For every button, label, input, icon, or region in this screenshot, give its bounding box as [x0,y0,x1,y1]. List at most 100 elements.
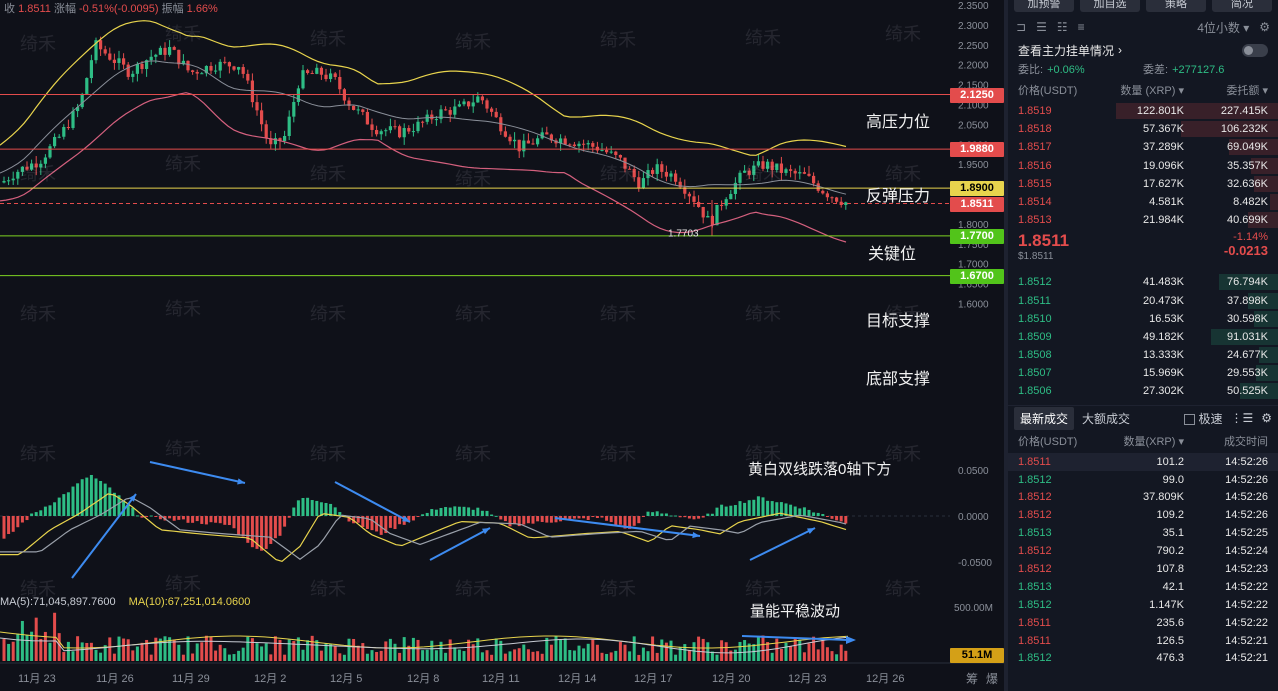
last-change: -0.0213 [1223,243,1268,259]
bid-row[interactable]: 1.8507 15.969K 29.553K [1008,364,1278,382]
bids-view-icon[interactable]: ☷ [1056,20,1068,34]
strategy-button[interactable]: 策略 [1146,0,1206,12]
trade-time-header: 成交时间 [1224,435,1268,448]
bid-row[interactable]: 1.8511 20.473K 37.898K [1008,292,1278,310]
macd-bar [600,516,604,518]
candle-body [669,173,673,177]
add-alert-button[interactable]: 加预警 [1014,0,1074,12]
asks-view-icon[interactable]: ☰ [1036,20,1047,34]
trend-arrow [149,461,246,484]
volume-bar [651,636,655,661]
bid-row[interactable]: 1.8508 13.333K 24.677K [1008,346,1278,364]
add-favorite-button[interactable]: 加自选 [1080,0,1140,12]
volume-bar [715,654,719,661]
corner-label-burst[interactable]: 爆 [986,672,999,686]
macd-bar [623,516,627,529]
tab-large-trades[interactable]: 大额成交 [1082,411,1131,426]
level-price-tag: 1.9880 [950,142,1004,158]
layout-icon[interactable]: ⊐ [1016,20,1027,34]
candle-body [319,67,323,75]
macd-bar [536,516,540,522]
volume-bar [108,637,112,661]
macd-bar [85,477,89,516]
macd-bar [743,502,747,516]
macd-bar [379,516,383,535]
volume-bar [480,652,484,661]
gear-icon[interactable]: ⚙ [1259,20,1270,34]
price-axis-label: 1.9500 [958,160,989,171]
volume-bar [172,639,176,661]
candle-body [269,138,273,145]
ask-row[interactable]: 1.8516 19.096K 35.357K [1008,157,1278,175]
candle-body [135,63,139,74]
depth-bar [1256,365,1278,382]
filter-icon[interactable]: ⋮☰ [1230,411,1254,426]
candle-body [835,197,839,202]
kline-chart[interactable]: 2.3500 2.3000 2.2500 2.2000 2.1500 2.1000 2.05… [0,0,1008,691]
bid-row[interactable]: 1.8510 16.53K 30.598K [1008,310,1278,328]
candle-body [614,151,618,155]
candle-body [191,70,195,72]
candle-body [379,131,383,135]
amount-header[interactable]: 委托额 ▾ [1226,85,1268,97]
gear-icon[interactable]: ⚙ [1261,411,1272,426]
volume-bar [416,639,420,661]
candle-body [761,161,765,169]
macd-bar [329,503,333,516]
ask-row[interactable]: 1.8515 17.627K 32.636K [1008,175,1278,193]
panel-divider[interactable] [1004,0,1008,691]
overview-button[interactable]: 简况 [1212,0,1272,12]
macd-bar [710,513,714,516]
mainforce-toggle[interactable] [1242,43,1268,57]
corner-label-chips[interactable]: 筹 [966,672,979,686]
trend-arrow [554,517,701,537]
volume-bar [825,647,829,661]
checkbox-icon [1184,413,1196,425]
macd-bar [223,516,227,525]
ask-row[interactable]: 1.8517 37.289K 69.049K [1008,138,1278,156]
trade-qty-header[interactable]: 数量(XRP) ▾ [1123,435,1184,448]
candle-body [724,199,728,206]
watermark-text: 绮禾 [310,579,346,600]
mainforce-row[interactable]: 查看主力挂单情况 › [1008,40,1278,60]
price-axis-label: 2.3000 [958,21,989,32]
macd-bar [655,511,659,516]
candle-body [195,71,199,74]
ask-row[interactable]: 1.8514 4.581K 8.482K [1008,193,1278,211]
macd-bar [457,506,461,516]
tab-latest-trades[interactable]: 最新成交 [1014,406,1075,430]
volume-bar [632,636,636,661]
depth-bar [1116,103,1278,119]
macd-bar [660,513,664,516]
chart-canvas[interactable]: 2.3500 2.3000 2.2500 2.2000 2.1500 2.1000 2.05… [0,0,1008,691]
date-axis-label: 11月 23 [18,673,56,685]
fast-checkbox[interactable]: 极速 [1184,410,1222,427]
bid-row[interactable]: 1.8506 27.302K 50.525K [1008,382,1278,400]
macd-bar [292,507,296,516]
bid-row[interactable]: 1.8512 41.483K 76.794K [1008,273,1278,291]
macd-bar [48,505,52,516]
both-view-icon[interactable]: ≡ [1077,20,1085,34]
candle-body [264,124,268,139]
volume-annotation: 量能平稳波动 [750,603,841,620]
qty-header[interactable]: 数量 (XRP) ▾ [1120,85,1184,97]
candle-body [549,134,553,141]
trend-arrow [71,493,137,579]
macd-bar [664,513,668,516]
trades-header: 价格(USDT) 数量(XRP) ▾ 成交时间 [1008,431,1278,453]
ask-row[interactable]: 1.8513 21.984K 40.699K [1008,211,1278,229]
trend-arrow [334,481,411,523]
watermark-text: 绮禾 [745,579,781,600]
macd-bar [34,512,38,516]
volume-bar [338,653,342,661]
volume-bar [384,641,388,661]
precision-select[interactable]: 4位小数 ▾ [1197,20,1250,35]
bid-row[interactable]: 1.8509 49.182K 91.031K [1008,328,1278,346]
macd-bar [692,516,696,520]
low-price-mark: 1.7703 [668,229,699,240]
volume-bar [140,642,144,661]
ask-row[interactable]: 1.8519 122.801K 227.415K [1008,102,1278,120]
ask-row[interactable]: 1.8518 57.367K 106.232K [1008,120,1278,138]
volume-bar [333,645,337,661]
macd-bar [43,506,47,516]
